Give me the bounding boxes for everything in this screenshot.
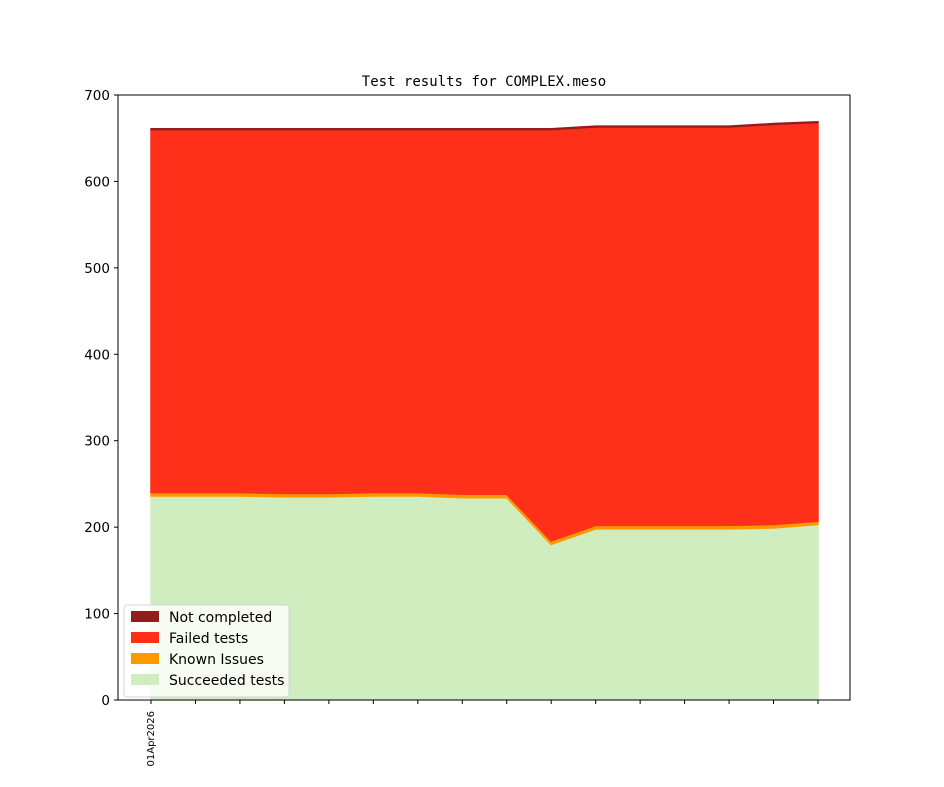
- series-areas: [150, 121, 819, 701]
- legend-label-not-completed: Not completed: [169, 610, 272, 626]
- y-tick-label: 300: [84, 434, 110, 450]
- legend-label-failed-tests: Failed tests: [169, 631, 248, 647]
- plot-frame: [117, 94, 851, 701]
- legend-label-succeeded-tests: Succeeded tests: [169, 673, 284, 689]
- legend-label-known-issues: Known Issues: [169, 652, 264, 668]
- legend-swatch-failed-tests: [131, 632, 159, 643]
- legend: Not completed Failed tests Known Issues Suc…: [123, 604, 290, 698]
- legend-swatch-known-issues: [131, 653, 159, 664]
- y-tick-label: 400: [84, 347, 110, 363]
- y-tick-label: 700: [84, 88, 110, 104]
- area-not-completed: [150, 121, 819, 131]
- x-axis: 01Apr2026: [146, 700, 819, 766]
- y-tick-label: 500: [84, 261, 110, 277]
- chart-title: Test results for COMPLEX.meso: [362, 74, 606, 90]
- y-axis: 0 100 200 300 400 500 600 700: [84, 88, 118, 709]
- y-tick-label: 200: [84, 520, 110, 536]
- area-failed-tests: [150, 121, 819, 542]
- y-tick-label: 0: [101, 693, 110, 709]
- y-tick-label: 600: [84, 174, 110, 190]
- x-tick-label: 01Apr2026: [146, 711, 157, 766]
- legend-swatch-not-completed: [131, 611, 159, 622]
- y-tick-label: 100: [84, 607, 110, 623]
- legend-box: [123, 604, 290, 698]
- legend-swatch-succeeded-tests: [131, 674, 159, 685]
